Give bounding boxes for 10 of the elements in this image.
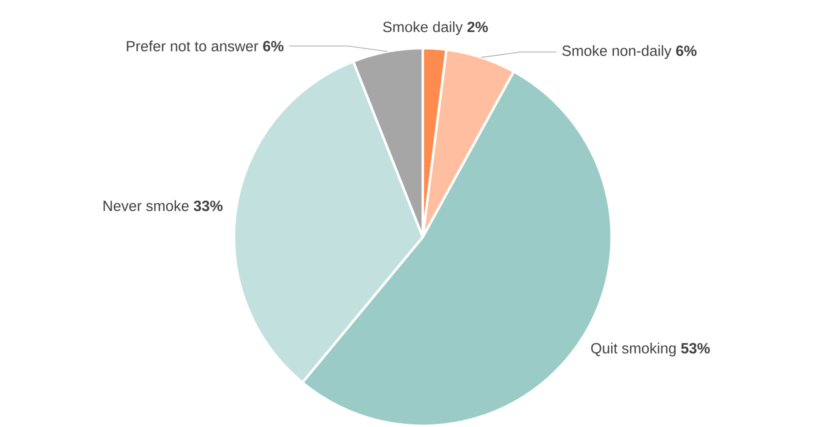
slice-label: Never smoke bbox=[104, 200, 189, 212]
data-label: 53% bbox=[681, 342, 710, 354]
slice-label: Quit smoking bbox=[591, 342, 676, 356]
data-label: 33% bbox=[194, 200, 223, 212]
data-label: 6% bbox=[676, 46, 697, 56]
slice-label: Prefer not to answer bbox=[126, 40, 258, 52]
slice-label: Smoke daily bbox=[383, 21, 463, 36]
data-label: 6% bbox=[263, 40, 284, 52]
data-label: 2% bbox=[467, 22, 488, 32]
slice-label: Smoke non-daily bbox=[562, 45, 672, 59]
